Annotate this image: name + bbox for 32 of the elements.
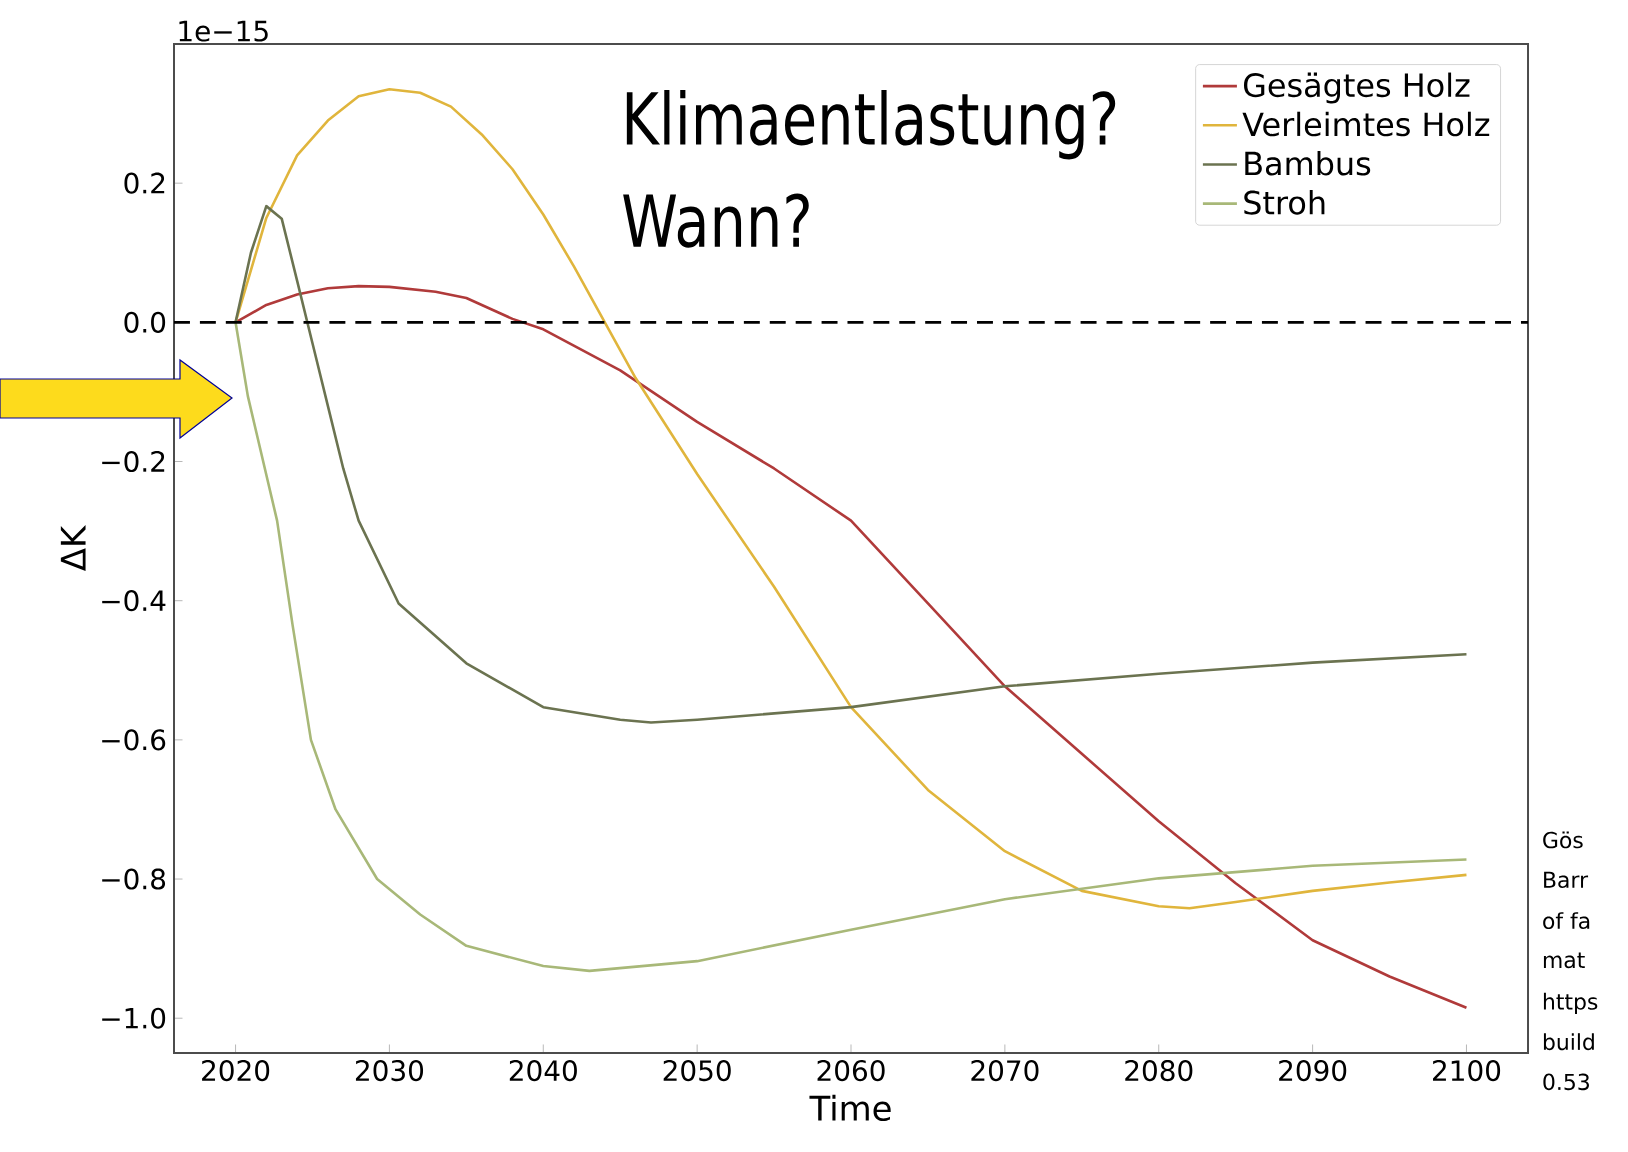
x-tick-label: 2040: [509, 1060, 577, 1082]
x-tick-label: 2100: [1433, 1060, 1501, 1082]
text: Barr: [1544, 871, 1589, 889]
y-tick-label: −1.0: [102, 1007, 166, 1029]
y-tick-label: 0.2: [124, 172, 165, 194]
y-tick-label: −0.4: [102, 590, 166, 612]
x-tick-label: 2080: [1125, 1060, 1193, 1082]
legend-label: Bambus: [1245, 150, 1371, 176]
text: 1e−15: [179, 20, 268, 42]
text: build: [1543, 1033, 1594, 1051]
x-tick-label: 2070: [971, 1060, 1039, 1082]
x-tick-label: 2020: [202, 1060, 270, 1082]
y-tick-label: −0.8: [102, 868, 166, 890]
legend-label: Stroh: [1244, 190, 1325, 215]
annotation: Wann?: [623, 193, 809, 248]
y-tick-label: −0.2: [102, 450, 165, 473]
x-tick-label: 2030: [355, 1060, 424, 1082]
x-axis-title: Time: [809, 1094, 891, 1122]
y-tick-label: 0.0: [124, 311, 166, 333]
text: Gös: [1543, 831, 1583, 849]
legend-label: Verleimtes Holz: [1242, 111, 1490, 137]
text: mat: [1543, 952, 1585, 969]
x-tick-label: 2060: [817, 1060, 885, 1082]
text: 0.53: [1543, 1073, 1589, 1091]
annotation: Klimaentlastung?: [626, 90, 1116, 160]
y-tick-label: −0.6: [102, 729, 166, 751]
x-tick-label: 2090: [1279, 1060, 1347, 1082]
text: https: [1543, 992, 1598, 1015]
legend-label: Gesägtes Holz: [1243, 72, 1470, 104]
text: of fa: [1543, 912, 1590, 930]
y-axis-title: ΔK: [60, 525, 86, 571]
x-tick-label: 2050: [663, 1060, 731, 1082]
